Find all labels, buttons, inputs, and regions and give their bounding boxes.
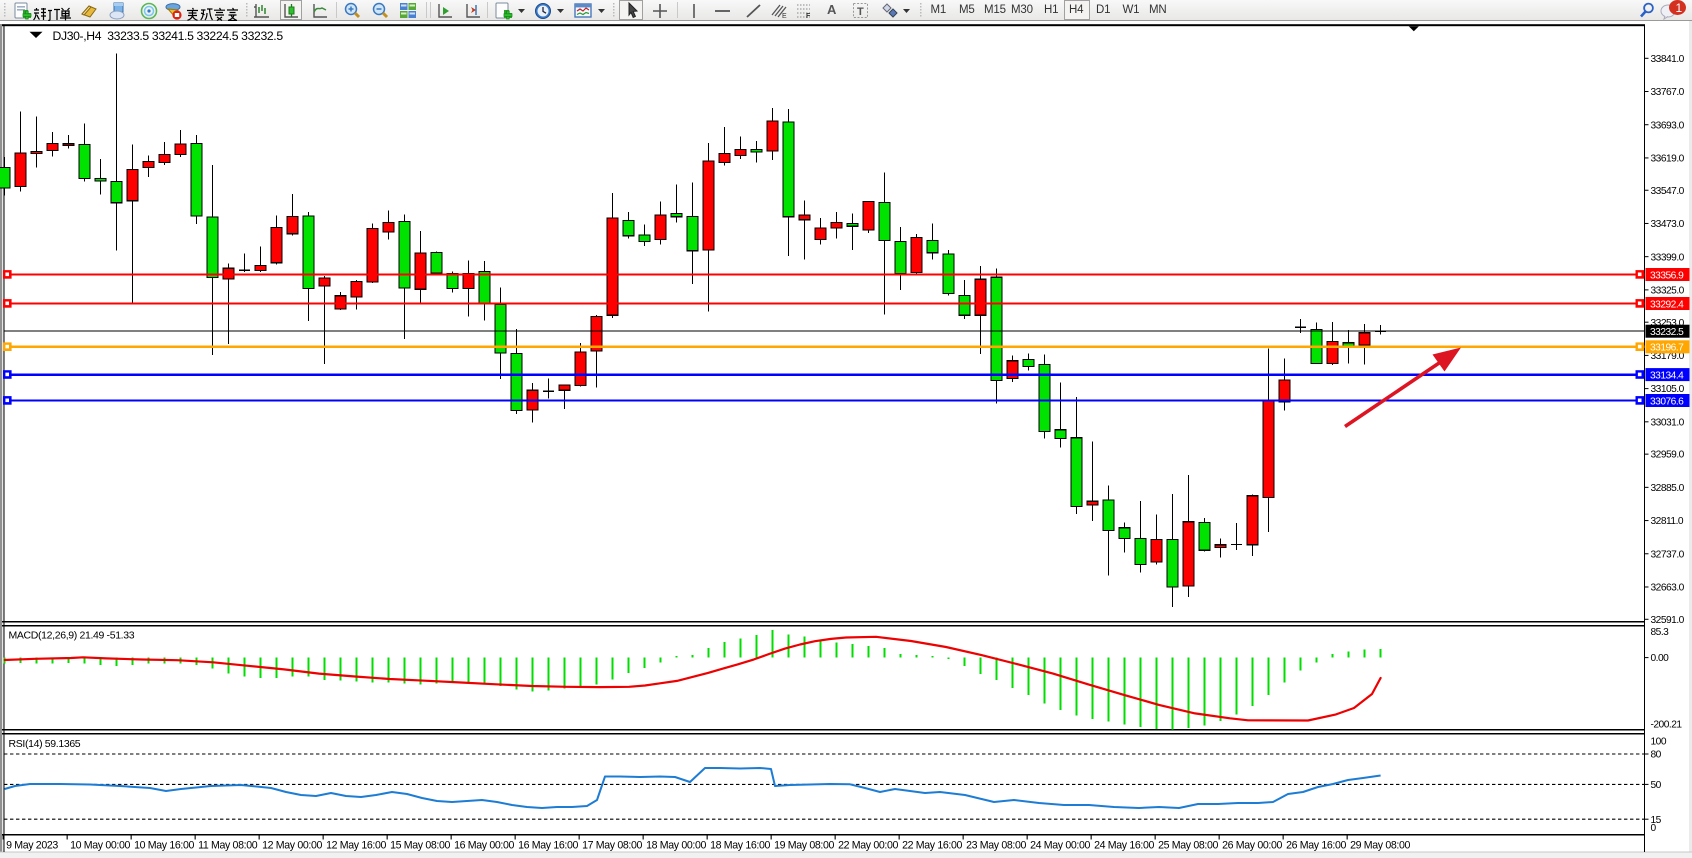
svg-text:33356.9: 33356.9 (1650, 270, 1684, 281)
svg-text:24 May 00:00: 24 May 00:00 (1030, 840, 1090, 852)
svg-text:32737.0: 32737.0 (1651, 549, 1685, 560)
svg-text:33253.0: 33253.0 (1651, 318, 1685, 329)
svg-text:33179.0: 33179.0 (1651, 351, 1685, 362)
svg-text:33547.0: 33547.0 (1651, 186, 1685, 197)
svg-text:33619.0: 33619.0 (1651, 154, 1685, 165)
svg-text:DJ30-,H4 33233.5 33241.5 3322: DJ30-,H4 33233.5 33241.5 33224.5 33232.5 (53, 29, 284, 43)
svg-text:23 May 08:00: 23 May 08:00 (966, 840, 1026, 852)
svg-text:33031.0: 33031.0 (1651, 417, 1685, 428)
svg-text:9 May 2023: 9 May 2023 (6, 840, 58, 852)
svg-text:33473.0: 33473.0 (1651, 219, 1685, 230)
svg-text:33399.0: 33399.0 (1651, 252, 1685, 263)
svg-text:26 May 00:00: 26 May 00:00 (1222, 840, 1282, 852)
svg-text:32811.0: 32811.0 (1651, 516, 1684, 527)
svg-text:85.3: 85.3 (1651, 627, 1670, 638)
svg-text:32959.0: 32959.0 (1651, 450, 1685, 461)
svg-text:16 May 16:00: 16 May 16:00 (518, 840, 578, 852)
svg-text:-200.21: -200.21 (1651, 720, 1683, 731)
svg-text:E: E (782, 13, 787, 20)
svg-text:33076.6: 33076.6 (1650, 396, 1684, 407)
svg-text:50: 50 (1651, 780, 1662, 791)
svg-text:33105.0: 33105.0 (1651, 384, 1685, 395)
svg-text:25 May 08:00: 25 May 08:00 (1158, 840, 1218, 852)
svg-text:33134.4: 33134.4 (1650, 370, 1684, 381)
svg-text:80: 80 (1651, 750, 1662, 761)
svg-text:15: 15 (1651, 815, 1662, 826)
svg-text:24 May 16:00: 24 May 16:00 (1094, 840, 1154, 852)
svg-text:18 May 16:00: 18 May 16:00 (710, 840, 770, 852)
svg-text:33292.4: 33292.4 (1650, 299, 1684, 310)
svg-text:12 May 16:00: 12 May 16:00 (326, 840, 386, 852)
svg-text:33232.5: 33232.5 (1650, 327, 1684, 338)
svg-text:33196.7: 33196.7 (1650, 343, 1684, 354)
svg-text:32591.0: 32591.0 (1651, 615, 1685, 626)
svg-text:19 May 08:00: 19 May 08:00 (774, 840, 834, 852)
svg-text:0: 0 (1651, 823, 1657, 834)
svg-text:33693.0: 33693.0 (1651, 120, 1685, 131)
svg-text:RSI(14) 59.1365: RSI(14) 59.1365 (9, 738, 81, 750)
svg-text:15 May 08:00: 15 May 08:00 (390, 840, 450, 852)
svg-text:33325.0: 33325.0 (1651, 286, 1685, 297)
svg-text:29 May 08:00: 29 May 08:00 (1350, 840, 1410, 852)
svg-text:32663.0: 32663.0 (1651, 583, 1685, 594)
svg-text:0.00: 0.00 (1651, 653, 1670, 664)
svg-text:22 May 16:00: 22 May 16:00 (902, 840, 962, 852)
svg-text:26 May 16:00: 26 May 16:00 (1286, 840, 1346, 852)
svg-text:T: T (857, 6, 864, 18)
svg-text:18 May 00:00: 18 May 00:00 (646, 840, 706, 852)
svg-text:33767.0: 33767.0 (1651, 87, 1685, 98)
svg-text:22 May 00:00: 22 May 00:00 (838, 840, 898, 852)
svg-text:32885.0: 32885.0 (1651, 483, 1685, 494)
svg-text:MACD(12,26,9) 21.49 -51.33: MACD(12,26,9) 21.49 -51.33 (9, 630, 135, 642)
svg-text:33841.0: 33841.0 (1651, 54, 1685, 65)
svg-text:F: F (806, 13, 811, 20)
svg-text:17 May 08:00: 17 May 08:00 (582, 840, 642, 852)
svg-text:11 May 08:00: 11 May 08:00 (198, 840, 258, 852)
svg-text:10 May 16:00: 10 May 16:00 (134, 840, 194, 852)
svg-text:12 May 00:00: 12 May 00:00 (262, 840, 322, 852)
svg-text:10 May 00:00: 10 May 00:00 (70, 840, 130, 852)
svg-text:100: 100 (1651, 737, 1667, 748)
svg-text:16 May 00:00: 16 May 00:00 (454, 840, 514, 852)
